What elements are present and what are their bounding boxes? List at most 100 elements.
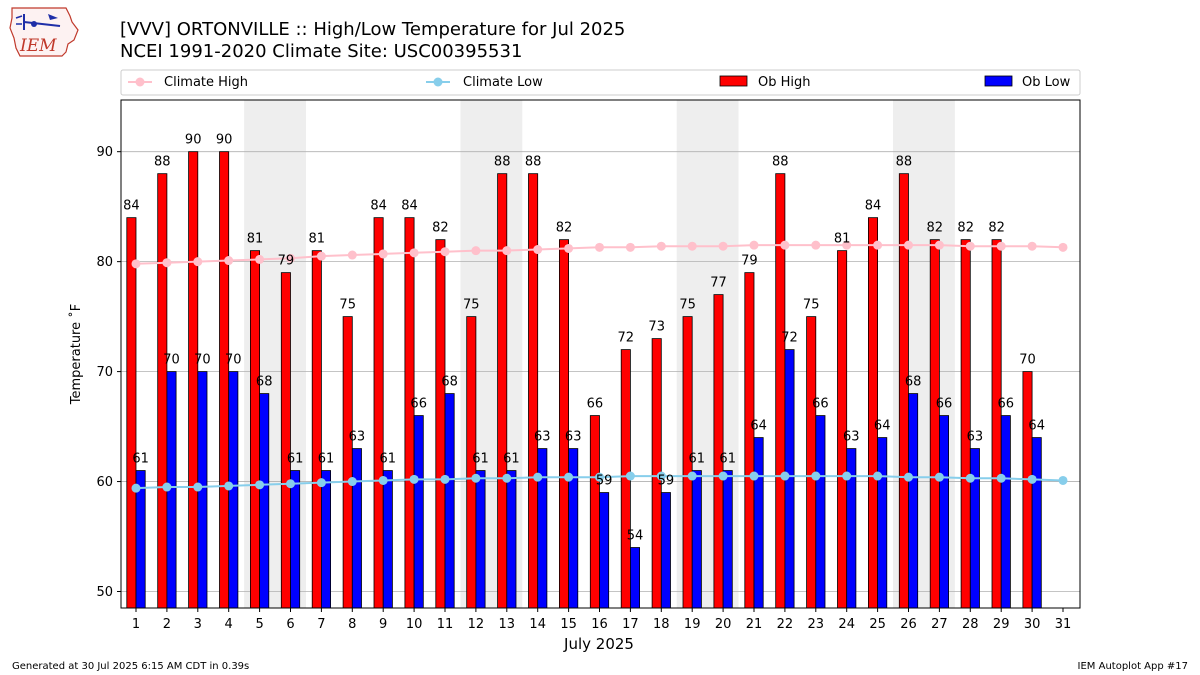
label-low-day-17: 54: [627, 529, 644, 544]
bar-low-day-11: [444, 393, 455, 609]
legend-item-climate-low: Climate Low: [426, 75, 543, 90]
weather-station-icon: [15, 14, 61, 30]
bar-low-day-26: [908, 393, 919, 609]
legend-item-ob-low: Ob Low: [984, 75, 1071, 90]
point-climate-low-day-15: [564, 472, 574, 482]
point-climate-high-day-4: [224, 256, 234, 266]
x-tick-label-8: 8: [348, 617, 356, 632]
bar-low-day-10: [413, 415, 424, 609]
bar-high-day-10: [404, 217, 415, 609]
point-climate-low-day-6: [286, 479, 295, 489]
x-tick-label-14: 14: [529, 617, 546, 632]
bar-low-day-28: [969, 448, 980, 609]
point-climate-high-day-5: [255, 254, 265, 264]
label-low-day-20: 61: [719, 452, 736, 467]
label-high-day-19: 75: [679, 298, 696, 313]
point-climate-low-day-24: [842, 471, 852, 481]
y-tick-label-60: 60: [96, 475, 113, 490]
x-tick-label-6: 6: [286, 617, 294, 632]
point-climate-low-day-9: [378, 475, 388, 485]
bar-low-day-7: [320, 470, 331, 609]
label-high-day-24: 81: [834, 232, 851, 247]
point-climate-low-day-1: [131, 483, 141, 493]
point-climate-high-day-28: [965, 241, 975, 251]
point-climate-high-day-14: [533, 245, 543, 255]
point-climate-low-day-26: [904, 472, 913, 482]
bar-low-day-5: [259, 393, 270, 609]
x-tick-label-11: 11: [437, 617, 454, 632]
label-low-day-4: 70: [225, 353, 242, 368]
label-high-day-3: 90: [185, 133, 202, 148]
point-climate-low-day-25: [873, 471, 883, 481]
bar-high-day-14: [528, 173, 539, 609]
point-climate-high-day-1: [131, 259, 141, 269]
bar-high-day-27: [929, 239, 940, 609]
label-high-day-2: 88: [154, 155, 171, 170]
point-climate-high-day-6: [286, 253, 295, 263]
point-climate-high-day-31: [1058, 242, 1068, 252]
point-climate-high-day-13: [502, 246, 512, 256]
point-climate-low-day-19: [687, 471, 697, 481]
label-low-day-27: 66: [936, 397, 953, 412]
label-high-day-15: 82: [556, 221, 573, 236]
bar-high-day-11: [435, 239, 446, 609]
point-climate-high-day-24: [842, 240, 852, 250]
bar-low-day-8: [351, 448, 362, 609]
point-climate-high-day-22: [780, 240, 790, 250]
bar-low-day-30: [1031, 437, 1042, 609]
y-axis-label: Temperature ˚F: [68, 304, 84, 405]
label-low-day-18: 59: [658, 474, 675, 489]
label-low-day-23: 66: [812, 397, 829, 412]
label-low-day-24: 63: [843, 430, 860, 445]
x-tick-label-31: 31: [1055, 617, 1072, 632]
plot-frame: [120, 99, 1081, 609]
point-climate-low-day-27: [934, 472, 944, 482]
point-climate-high-day-9: [378, 249, 388, 259]
bar-high-day-3: [188, 151, 199, 609]
bar-low-day-17: [630, 547, 641, 609]
bar-low-day-19: [691, 470, 702, 609]
label-high-day-9: 84: [370, 199, 387, 214]
label-low-day-11: 68: [441, 375, 458, 390]
label-low-day-10: 66: [410, 397, 427, 412]
label-high-day-5: 81: [247, 232, 264, 247]
bar-low-day-21: [753, 437, 764, 609]
bar-high-day-1: [126, 217, 137, 609]
bar-low-day-13: [506, 470, 517, 609]
legend-item-climate-high: Climate High: [128, 75, 248, 90]
point-climate-high-day-12: [471, 246, 481, 256]
label-low-day-2: 70: [163, 353, 180, 368]
label-high-day-13: 88: [494, 155, 511, 170]
x-tick-label-9: 9: [379, 617, 387, 632]
label-low-day-22: 72: [781, 331, 798, 346]
point-climate-high-day-18: [656, 241, 666, 251]
point-climate-high-day-2: [162, 258, 172, 268]
x-tick-label-5: 5: [255, 617, 263, 632]
x-tick-label-23: 23: [808, 617, 825, 632]
point-climate-low-day-23: [811, 471, 821, 481]
x-tick-label-13: 13: [499, 617, 516, 632]
x-tick-label-27: 27: [931, 617, 948, 632]
bar-low-day-23: [815, 415, 826, 609]
bar-low-day-15: [568, 448, 579, 609]
x-tick-label-7: 7: [317, 617, 325, 632]
point-climate-high-day-8: [347, 250, 357, 260]
x-tick-label-26: 26: [900, 617, 917, 632]
bars: [126, 151, 1042, 609]
iowa-outline-icon: [9, 7, 79, 57]
label-low-day-6: 61: [287, 452, 304, 467]
point-climate-low-day-17: [625, 471, 635, 481]
x-tick-label-3: 3: [194, 617, 202, 632]
label-low-day-15: 63: [565, 430, 582, 445]
point-climate-high-day-25: [873, 240, 883, 250]
point-climate-low-day-2: [162, 482, 172, 492]
point-climate-low-day-20: [718, 471, 728, 481]
label-high-day-21: 79: [741, 254, 758, 269]
point-climate-high-day-23: [811, 240, 821, 250]
bar-high-day-5: [249, 250, 260, 609]
label-low-day-30: 64: [1028, 419, 1045, 434]
legend: Climate High Climate Low Ob High Ob Low: [120, 69, 1081, 96]
label-low-day-25: 64: [874, 419, 891, 434]
point-climate-high-day-27: [934, 240, 944, 250]
